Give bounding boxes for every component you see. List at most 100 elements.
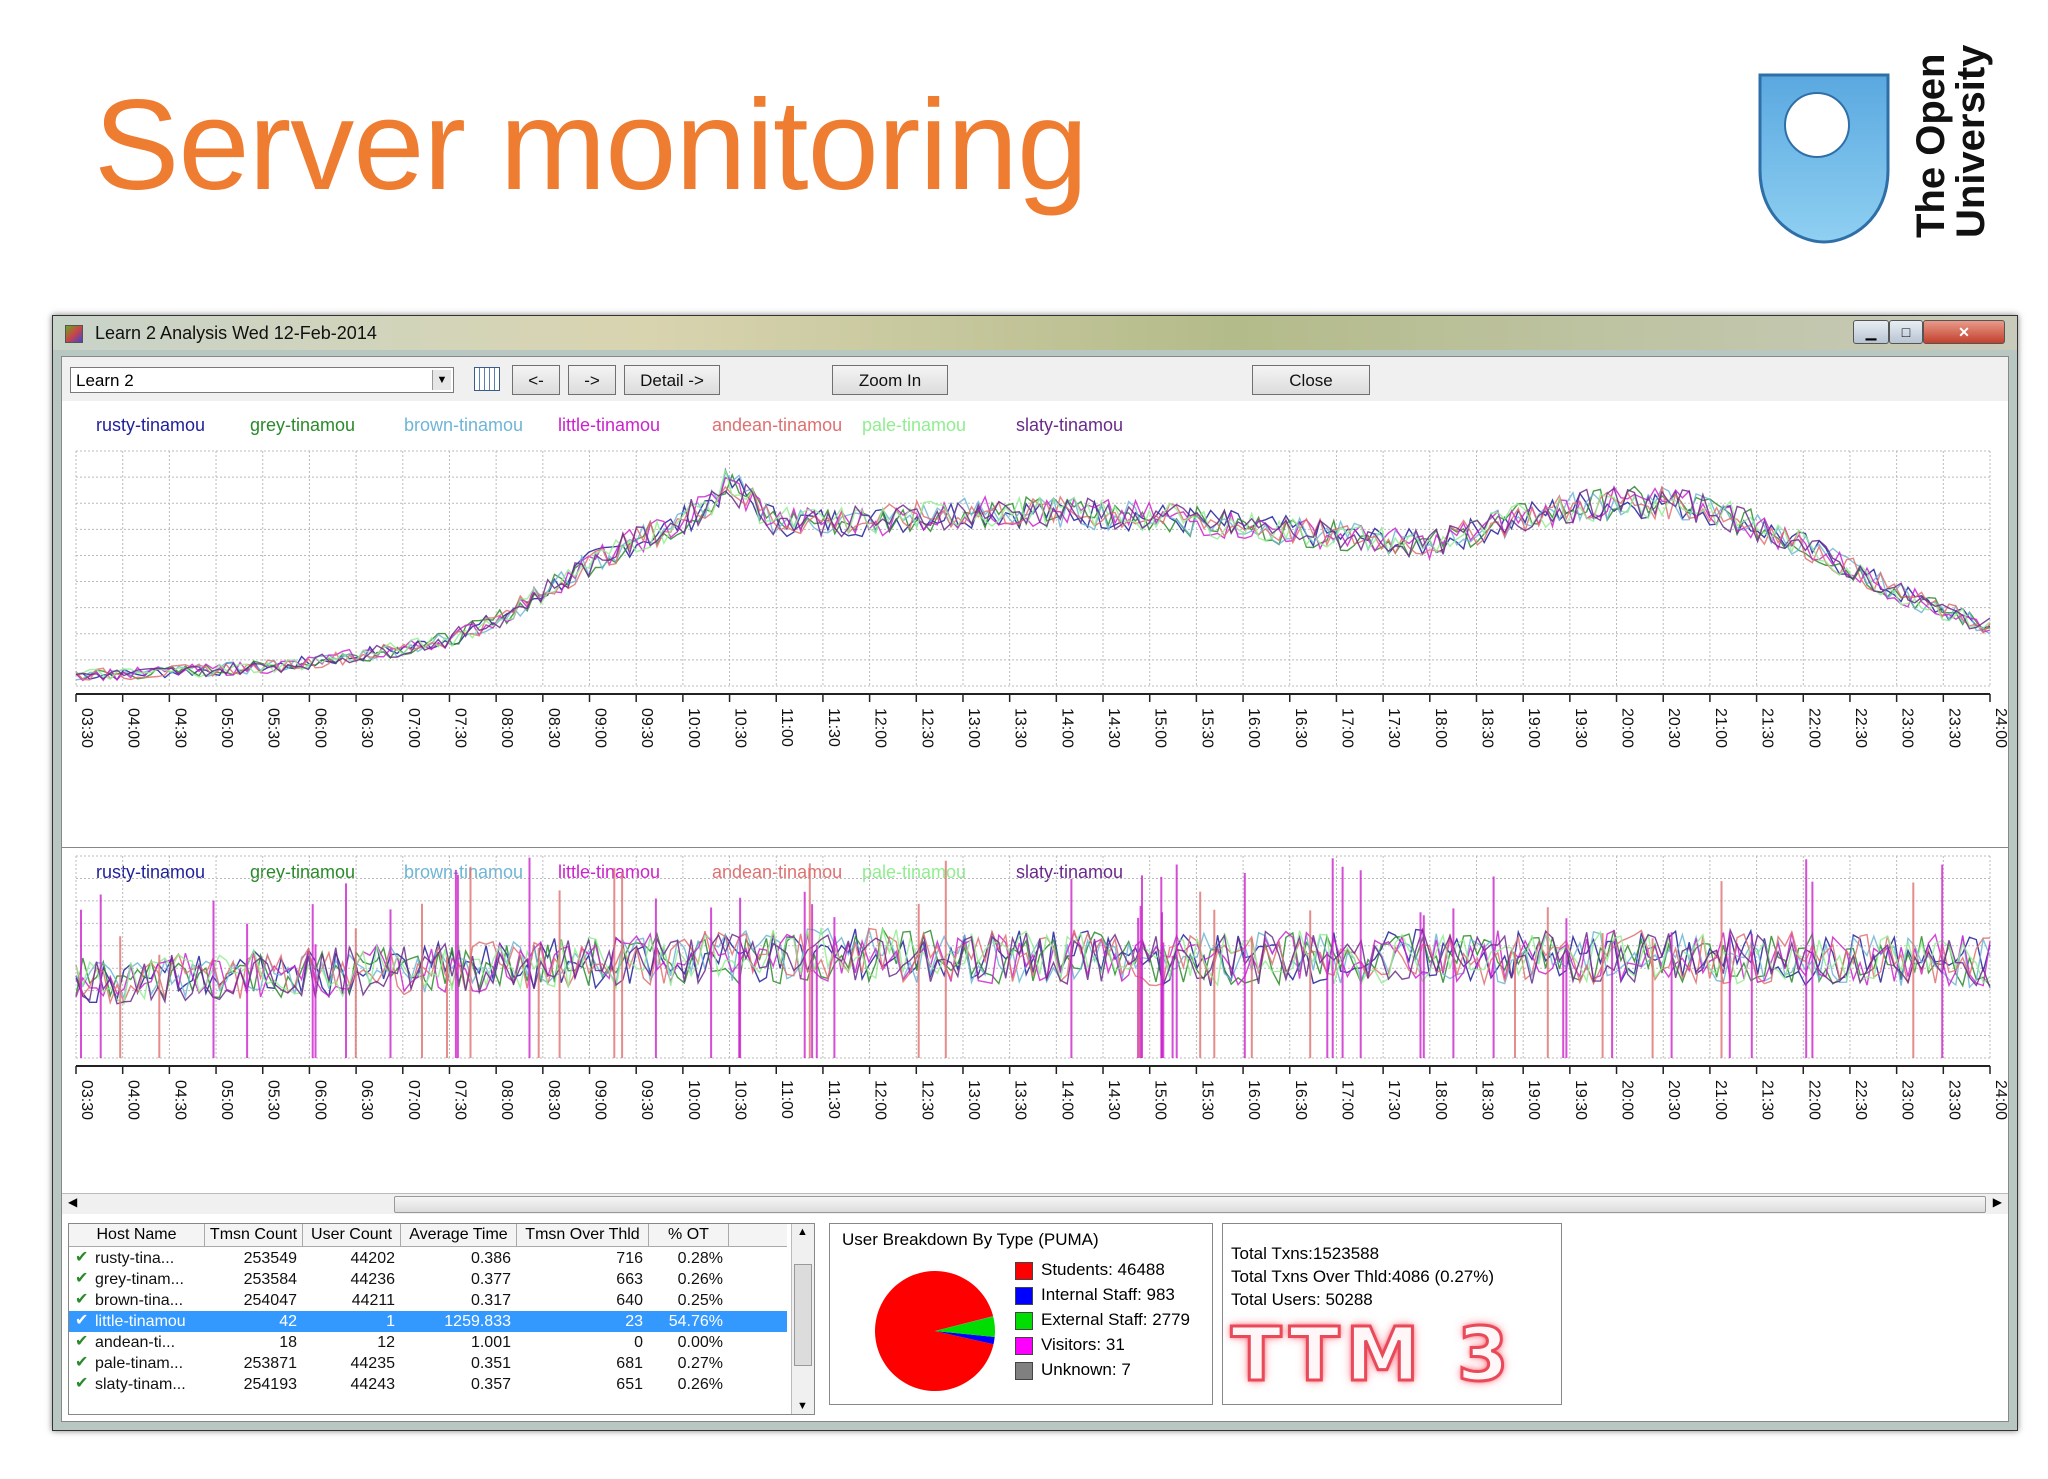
server-select[interactable]: Learn 2 ▼ <box>70 367 454 393</box>
table-row[interactable]: ✔ pale-tinam... 253871 44235 0.351 681 0.27% <box>69 1353 787 1374</box>
open-university-shield-logo <box>1758 73 1890 244</box>
horizontal-scrollbar[interactable]: ◀ ▶ <box>62 1193 2008 1214</box>
checkmark-icon[interactable]: ✔ <box>75 1312 89 1329</box>
table-cell: 0.00% <box>677 1334 723 1351</box>
x-tick-label: 08:30 <box>545 1080 562 1120</box>
table-cell: rusty-tina... <box>95 1250 175 1267</box>
x-tick-label: 09:30 <box>638 708 655 748</box>
col-tmsn-over-thld[interactable]: Tmsn Over Thld <box>517 1224 649 1246</box>
calendar-icon[interactable] <box>474 367 500 391</box>
x-tick-label: 11:00 <box>778 708 795 747</box>
close-button[interactable]: Close <box>1252 365 1370 395</box>
key-visitors: Visitors: 31 <box>1015 1335 1125 1355</box>
key-visitors-label: Visitors: 31 <box>1041 1335 1125 1354</box>
table-cell: 254047 <box>243 1292 297 1309</box>
table-cell: 254193 <box>243 1376 297 1393</box>
table-row[interactable]: ✔ little-tinamou 42 1 1259.833 23 54.76% <box>69 1311 787 1332</box>
window-titlebar[interactable]: Learn 2 Analysis Wed 12-Feb-2014 ▁ □ ✕ <box>53 316 2017 350</box>
x-tick-label: 07:30 <box>451 708 468 748</box>
table-cell: 44211 <box>351 1292 395 1309</box>
table-cell: 1 <box>386 1313 395 1330</box>
checkmark-icon[interactable]: ✔ <box>75 1354 89 1371</box>
table-row[interactable]: ✔ brown-tina... 254047 44211 0.317 640 0.25% <box>69 1290 787 1311</box>
x-tick-label: 12:00 <box>872 1080 889 1120</box>
x-tick-label: 19:00 <box>1525 708 1542 748</box>
table-cell: 54.76% <box>668 1313 723 1330</box>
col-percent-ot[interactable]: % OT <box>649 1224 729 1246</box>
chevron-down-icon[interactable]: ▼ <box>432 370 451 390</box>
col-average-time[interactable]: Average Time <box>401 1224 517 1246</box>
x-tick-label: 20:00 <box>1619 1080 1636 1120</box>
checkmark-icon[interactable]: ✔ <box>75 1249 89 1266</box>
zoom-in-button[interactable]: Zoom In <box>832 365 948 395</box>
checkmark-icon[interactable]: ✔ <box>75 1333 89 1350</box>
x-tick-label: 08:30 <box>545 708 562 748</box>
table-row[interactable]: ✔ grey-tinam... 253584 44236 0.377 663 0.26% <box>69 1269 787 1290</box>
logo-text-line2: University <box>1949 44 1993 238</box>
chart-legend: rusty-tinamou grey-tinamou brown-tinamou… <box>62 415 2008 439</box>
prev-button[interactable]: <- <box>512 365 560 395</box>
x-tick-label: 17:00 <box>1338 708 1355 748</box>
x-tick-label: 04:30 <box>171 708 188 748</box>
table-cell: 0.317 <box>470 1292 511 1309</box>
x-tick-label: 13:00 <box>965 1080 982 1120</box>
table-row[interactable]: ✔ rusty-tina... 253549 44202 0.386 716 0.28% <box>69 1248 787 1269</box>
legend2-brown-tinamou: brown-tinamou <box>404 862 524 882</box>
x-tick-label: 21:00 <box>1712 708 1729 748</box>
detail-button[interactable]: Detail -> <box>624 365 720 395</box>
scroll-left-icon[interactable]: ◀ <box>68 1195 78 1209</box>
key-students-label: Students: 46488 <box>1041 1260 1165 1279</box>
col-host-name[interactable]: Host Name <box>69 1224 205 1246</box>
table-cell: brown-tina... <box>95 1292 184 1309</box>
x-tick-label: 07:30 <box>451 1080 468 1120</box>
table-row[interactable]: ✔ andean-ti... 18 12 1.001 0 0.00% <box>69 1332 787 1353</box>
vertical-scrollbar[interactable]: ▲ ▼ <box>791 1224 814 1414</box>
x-tick-label: 18:30 <box>1478 1080 1495 1120</box>
table-row[interactable]: ✔ slaty-tinam... 254193 44243 0.357 651 0.26% <box>69 1374 787 1395</box>
x-tick-label: 16:30 <box>1292 1080 1309 1120</box>
x-tick-label: 09:30 <box>638 1080 655 1120</box>
window-close-button[interactable]: ✕ <box>1923 320 2005 344</box>
x-tick-label: 24:00 <box>1992 708 2008 748</box>
vscroll-thumb[interactable] <box>794 1264 812 1366</box>
scroll-down-icon[interactable]: ▼ <box>797 1400 808 1412</box>
x-tick-label: 17:00 <box>1338 1080 1355 1120</box>
x-tick-label: 11:00 <box>778 1080 795 1119</box>
x-tick-label: 20:00 <box>1619 708 1636 748</box>
x-tick-label: 06:30 <box>358 1080 375 1120</box>
user-breakdown-pie <box>874 1271 996 1392</box>
total-users: Total Users: 50288 <box>1231 1290 1373 1309</box>
x-tick-label: 16:00 <box>1245 1080 1262 1120</box>
checkmark-icon[interactable]: ✔ <box>75 1375 89 1392</box>
table-cell: 716 <box>616 1250 643 1267</box>
scroll-right-icon[interactable]: ▶ <box>1992 1195 2002 1209</box>
series-line-pale-tinamou <box>75 469 1991 680</box>
x-tick-label: 05:00 <box>218 708 235 748</box>
x-tick-label: 21:30 <box>1759 708 1776 748</box>
minimize-button[interactable]: ▁ <box>1853 320 1889 344</box>
table-cell: 0.386 <box>470 1250 511 1267</box>
table-cell: 12 <box>377 1334 395 1351</box>
maximize-button[interactable]: □ <box>1889 320 1923 344</box>
scroll-up-icon[interactable]: ▲ <box>797 1226 808 1238</box>
x-tick-label: 23:30 <box>1945 1080 1962 1120</box>
x-tick-label: 08:00 <box>498 708 515 748</box>
checkmark-icon[interactable]: ✔ <box>75 1270 89 1287</box>
swatch-internal-staff <box>1015 1286 1033 1305</box>
table-cell: 44243 <box>350 1376 396 1393</box>
checkmark-icon[interactable]: ✔ <box>75 1291 89 1308</box>
total-txns: Total Txns:1523588 <box>1231 1244 1380 1263</box>
swatch-students <box>1015 1261 1033 1280</box>
col-tmsn-count[interactable]: Tmsn Count <box>205 1224 303 1246</box>
x-tick-label: 10:30 <box>732 708 749 748</box>
x-tick-label: 06:30 <box>358 708 375 748</box>
col-user-count[interactable]: User Count <box>303 1224 401 1246</box>
x-tick-label: 07:00 <box>405 708 422 748</box>
pie-slice <box>874 1271 994 1392</box>
scrollbar-thumb[interactable] <box>394 1196 1986 1213</box>
x-tick-label: 16:00 <box>1245 708 1262 748</box>
next-button[interactable]: -> <box>568 365 616 395</box>
server-select-value: Learn 2 <box>76 371 134 390</box>
x-tick-label: 04:00 <box>125 708 142 748</box>
x-tick-label: 04:00 <box>125 1080 142 1120</box>
